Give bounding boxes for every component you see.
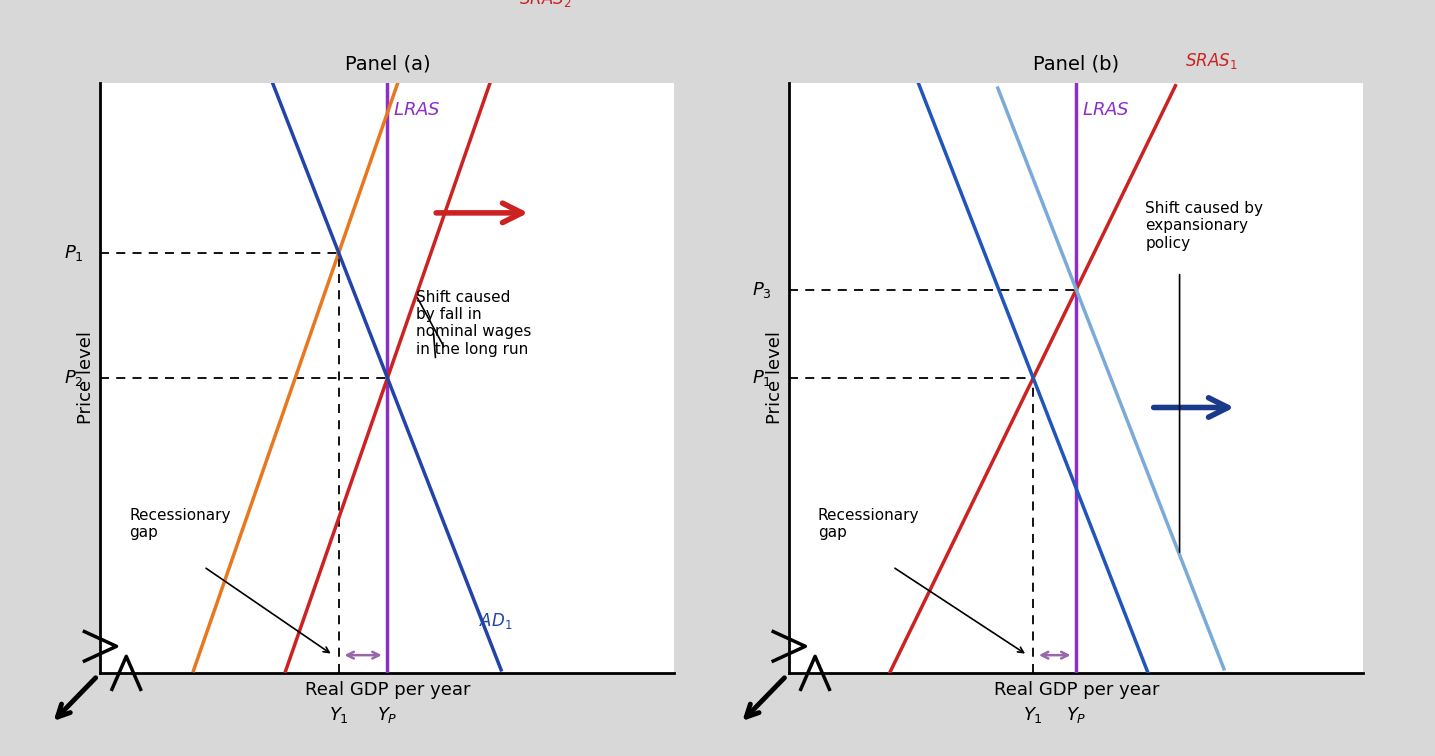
Text: Recessionary
gap: Recessionary gap: [818, 508, 920, 540]
Y-axis label: Price level: Price level: [766, 331, 784, 425]
Text: $Y_1$: $Y_1$: [1023, 705, 1043, 725]
Text: $AD_1$: $AD_1$: [479, 611, 512, 631]
Text: $LRAS$: $LRAS$: [1082, 101, 1129, 119]
Text: Shift caused by
expansionary
policy: Shift caused by expansionary policy: [1145, 201, 1263, 251]
Text: $P_3$: $P_3$: [752, 280, 772, 299]
Text: $Y_1$: $Y_1$: [329, 705, 349, 725]
Text: $P_1$: $P_1$: [752, 368, 772, 388]
Text: $SRAS_2$: $SRAS_2$: [519, 0, 571, 9]
X-axis label: Real GDP per year: Real GDP per year: [304, 681, 471, 699]
Text: Recessionary
gap: Recessionary gap: [129, 508, 231, 540]
Text: $LRAS$: $LRAS$: [393, 101, 441, 119]
Text: Shift caused
by fall in
nominal wages
in the long run: Shift caused by fall in nominal wages in…: [416, 290, 531, 357]
X-axis label: Real GDP per year: Real GDP per year: [993, 681, 1159, 699]
Title: Panel (b): Panel (b): [1033, 54, 1119, 73]
Y-axis label: Price level: Price level: [77, 331, 95, 425]
Text: $SRAS_1$: $SRAS_1$: [1185, 51, 1238, 71]
Text: $Y_P$: $Y_P$: [377, 705, 397, 725]
Text: $Y_P$: $Y_P$: [1066, 705, 1086, 725]
Text: $P_2$: $P_2$: [63, 368, 83, 388]
Title: Panel (a): Panel (a): [344, 54, 430, 73]
Text: $P_1$: $P_1$: [63, 243, 83, 263]
